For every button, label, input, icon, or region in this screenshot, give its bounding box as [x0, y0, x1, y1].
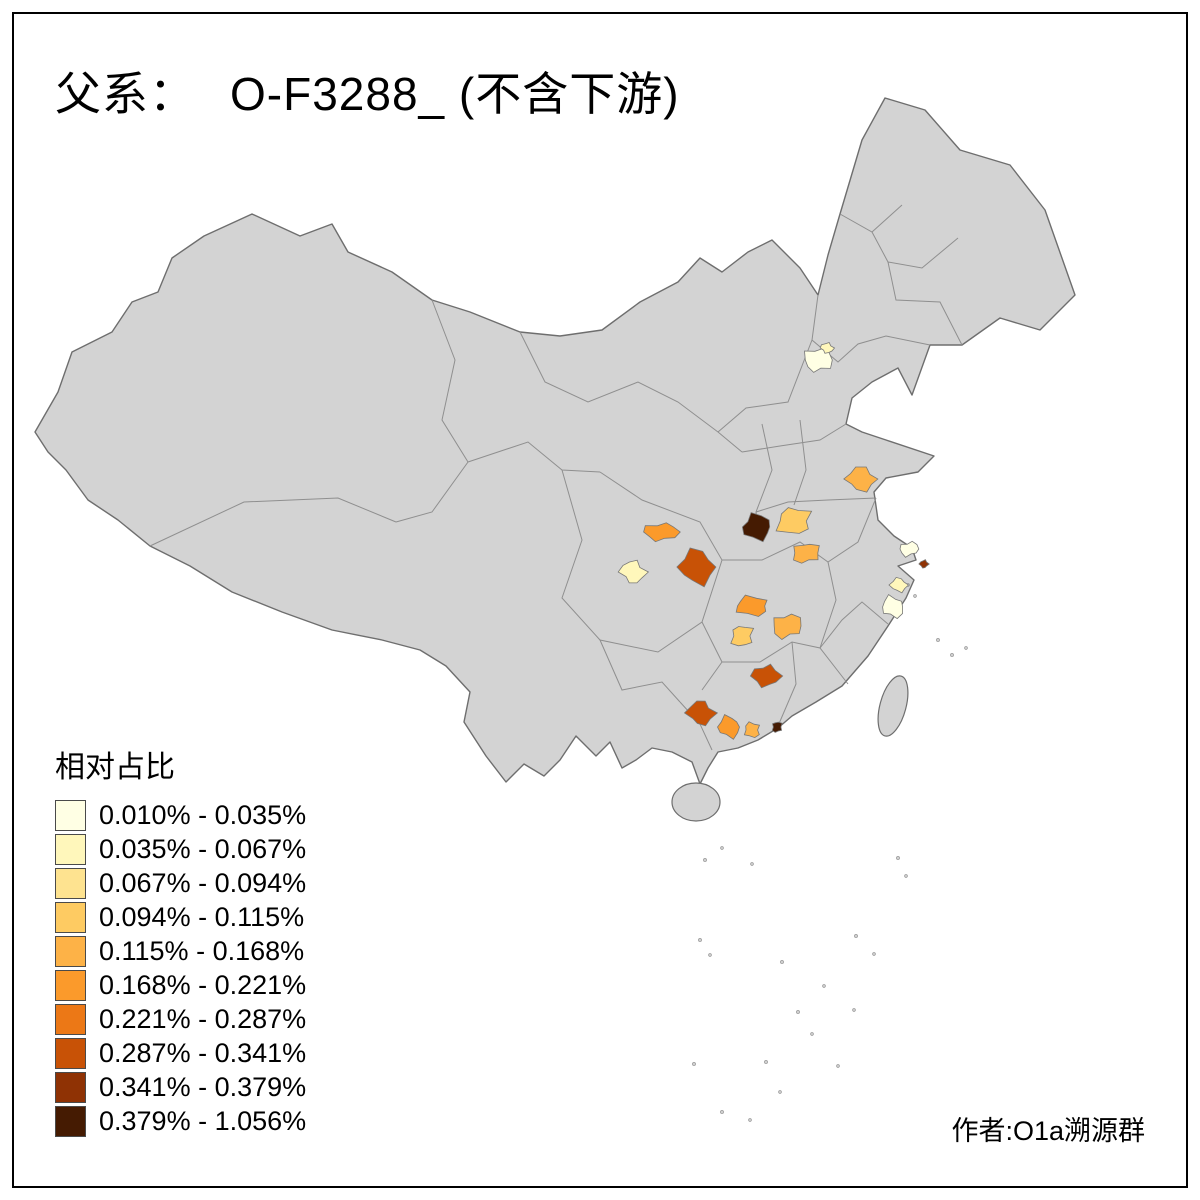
legend-class-label: 0.094% - 0.115% [99, 902, 305, 932]
prefecture-henan-south [741, 512, 771, 543]
legend-class-label: 0.287% - 0.341% [99, 1038, 307, 1068]
prefecture-shanghai [899, 540, 920, 558]
prefecture-guangxi-east [743, 721, 761, 739]
legend-swatch [55, 1004, 86, 1035]
legend-row: 0.341% - 0.379% [55, 1072, 306, 1103]
hainan-island [671, 782, 721, 822]
legend-row: 0.067% - 0.094% [55, 868, 306, 899]
legend-swatch [55, 868, 86, 899]
legend-class-label: 0.379% - 1.056% [99, 1106, 307, 1136]
legend-swatch [55, 834, 86, 865]
legend-swatch [55, 1072, 86, 1103]
legend-row: 0.115% - 0.168% [55, 936, 306, 967]
prefecture-hubei-south [735, 594, 768, 617]
legend-class-label: 0.010% - 0.035% [99, 800, 307, 830]
prefecture-zhoushan [918, 559, 930, 569]
author-credit: 作者:O1a溯源群 [951, 1116, 1145, 1146]
legend-class-label: 0.067% - 0.094% [99, 868, 307, 898]
prefecture-hunan-mid [730, 626, 755, 647]
small-islands [692, 583, 968, 1122]
prefecture-henan-east [775, 507, 813, 534]
highlighted-prefectures [617, 342, 930, 740]
prefecture-hunan-south [749, 663, 784, 689]
legend-swatch [55, 936, 86, 967]
legend-class-label: 0.221% - 0.287% [99, 1004, 307, 1034]
legend-row: 0.221% - 0.287% [55, 1004, 306, 1035]
map-title: 父系： O-F3288_ (不含下游) [55, 58, 680, 124]
taiwan-island [877, 675, 909, 737]
prefecture-zhejiang-north [888, 576, 910, 594]
prefecture-chongqing [676, 547, 717, 588]
legend-title: 相对占比 [55, 751, 175, 784]
title-main: O-F3288_ (不含下游) [230, 68, 680, 120]
legend-row: 0.094% - 0.115% [55, 902, 306, 933]
legend-rows: 0.010% - 0.035% 0.035% - 0.067% 0.067% - 0… [55, 800, 306, 1137]
prefecture-anhui-west [793, 543, 820, 564]
legend-class-label: 0.035% - 0.067% [99, 834, 307, 864]
prefecture-guangdong-small [771, 721, 783, 733]
prefecture-sichuan-north [643, 522, 681, 543]
legend-class-label: 0.168% - 0.221% [99, 970, 307, 1000]
legend-row: 0.287% - 0.341% [55, 1038, 306, 1069]
china-mainland [34, 97, 1076, 785]
prefecture-jiangsu-coast [843, 466, 879, 493]
legend-swatch [55, 902, 86, 933]
title-prefix: 父系： [55, 68, 196, 120]
legend-row: 0.379% - 1.056% [55, 1106, 306, 1137]
legend-swatch [55, 970, 86, 1001]
prefecture-guangxi-west [683, 700, 719, 727]
prefecture-beijing-north [819, 342, 836, 354]
legend-row: 0.168% - 0.221% [55, 970, 306, 1001]
legend-row: 0.010% - 0.035% [55, 800, 306, 831]
legend-swatch [55, 800, 86, 831]
prefecture-hunan-east [773, 613, 802, 640]
prefecture-sichuan-mid [617, 559, 650, 584]
legend-class-label: 0.341% - 0.379% [99, 1072, 307, 1102]
legend-class-label: 0.115% - 0.168% [99, 936, 305, 966]
legend: 相对占比 0.010% - 0.035% 0.035% - 0.067% 0.067… [55, 742, 306, 1140]
legend-row: 0.035% - 0.067% [55, 834, 306, 865]
prefecture-guangxi-mid [717, 714, 740, 740]
legend-swatch [55, 1038, 86, 1069]
legend-swatch [55, 1106, 86, 1137]
prefecture-zhejiang-mid [882, 594, 903, 620]
